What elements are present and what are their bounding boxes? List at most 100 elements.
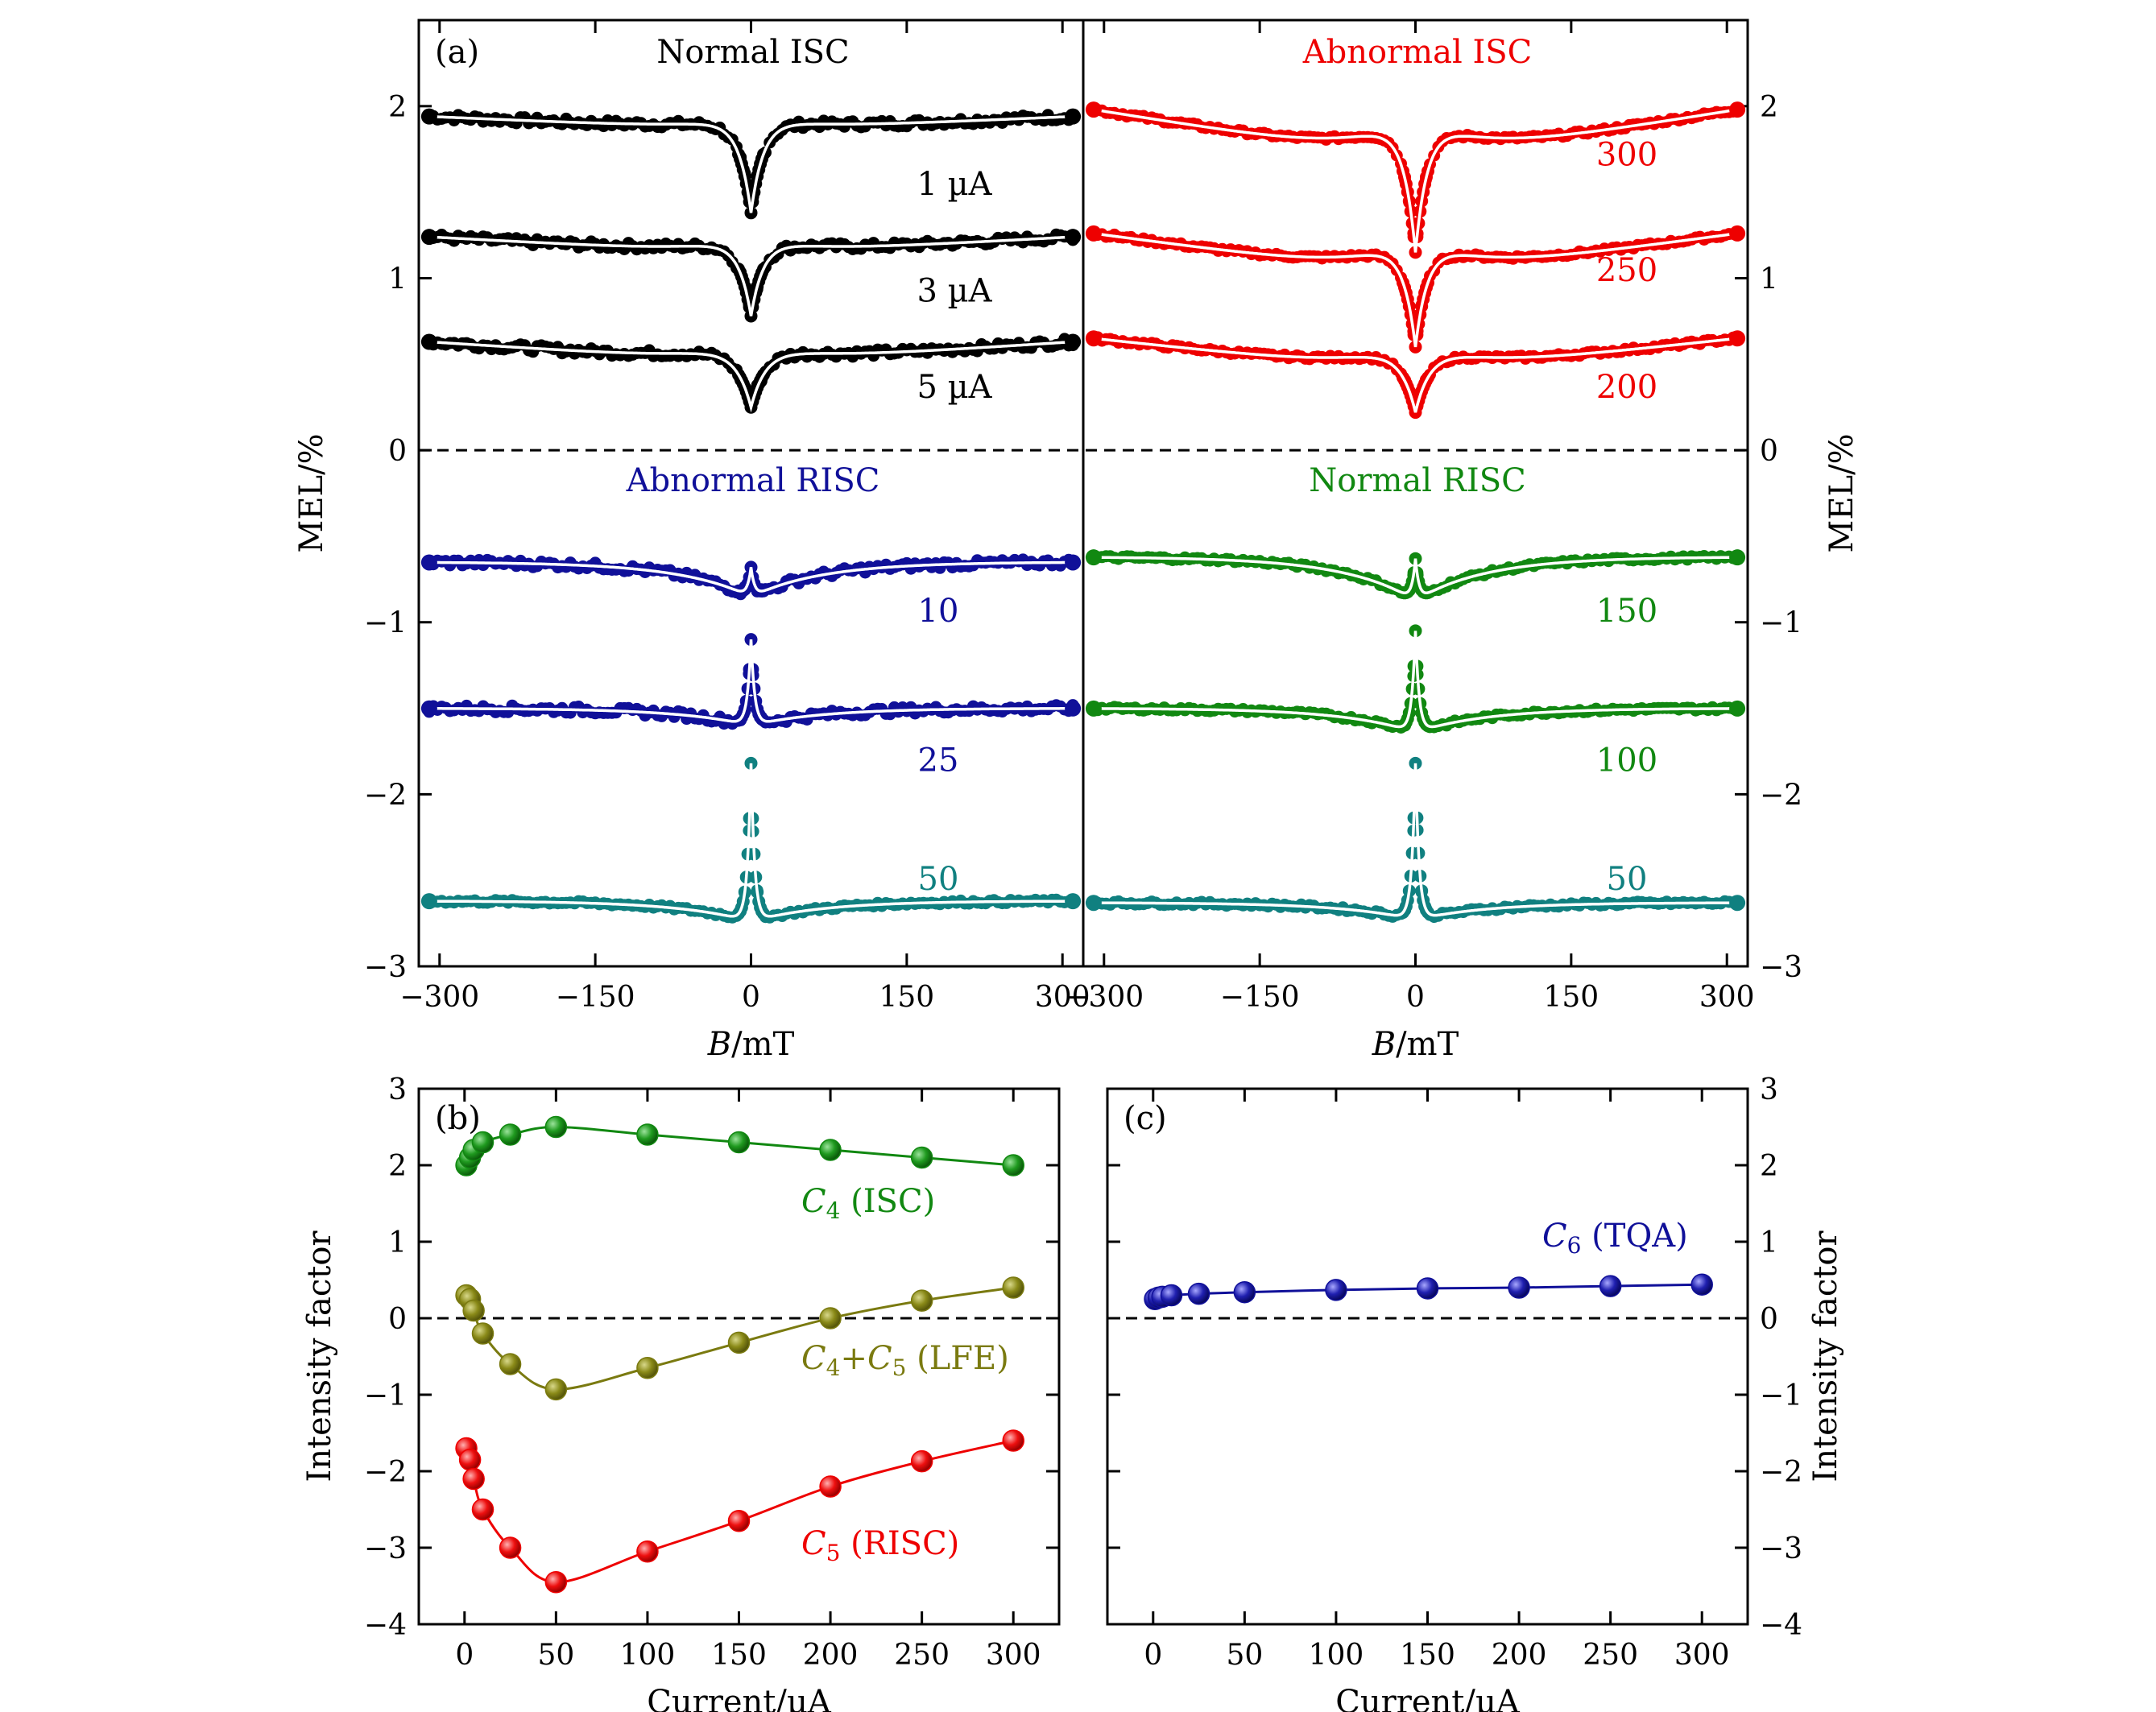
panel-c-data-point: [1233, 1280, 1256, 1304]
panel-c-ytick-label: −2: [1760, 1456, 1802, 1489]
panel-b-xlabel: Current/µA: [647, 1684, 832, 1712]
curve-label: 3 µA: [917, 272, 992, 309]
panel-b-xtick-label: 150: [711, 1639, 767, 1672]
panel-b-data-point: [727, 1331, 751, 1354]
curve-label: 10: [918, 593, 959, 630]
panel-b-ytick-label: 2: [388, 1150, 407, 1183]
curve-endpoint: [420, 893, 437, 910]
curve-endpoint: [1729, 330, 1746, 347]
curve-endpoint: [1729, 225, 1746, 242]
panel-b-xtick-label: 100: [620, 1639, 676, 1672]
panel-a-ytick-label-left: 1: [388, 263, 407, 296]
panel-a-xtick-label: −150: [556, 981, 635, 1014]
subplot-title: Normal RISC: [1309, 462, 1525, 499]
panel-b-data-point: [471, 1498, 495, 1521]
panel-c-data-point: [1160, 1284, 1183, 1307]
curve-endpoint: [1085, 549, 1102, 566]
panel-c-data-point: [1325, 1279, 1347, 1301]
curve-endpoint: [1065, 700, 1082, 717]
curve-label: 150: [1596, 593, 1657, 630]
fit-line: [428, 235, 1074, 316]
panel-a-ytick-label-left: 2: [388, 91, 407, 124]
curve-endpoint: [420, 700, 437, 717]
panel-b-series-label: C4 (ISC): [801, 1183, 935, 1224]
panel-a-ytick-label-right: 2: [1760, 91, 1778, 124]
panel-c-xtick-label: 100: [1309, 1639, 1364, 1672]
subplot-title: Abnormal ISC: [1302, 34, 1533, 71]
curve-endpoint: [1729, 700, 1746, 717]
panel-c-ytick-label: −4: [1760, 1609, 1802, 1642]
panel-c-xlabel: Current/µA: [1335, 1684, 1521, 1712]
subplot-title: Abnormal RISC: [626, 462, 880, 499]
panel-b-series-label: C5 (RISC): [801, 1525, 959, 1566]
panel-b-data-point: [910, 1146, 933, 1169]
panel-b-data-point: [458, 1449, 482, 1471]
curve-label: 100: [1596, 742, 1657, 779]
panel-c-xtick-label: 50: [1226, 1639, 1263, 1672]
panel-c-xtick-label: 300: [1674, 1639, 1730, 1672]
panel-a-ytick-label-left: −2: [364, 779, 407, 812]
panel-c-ylabel: Intensity factor: [1807, 1230, 1844, 1482]
panel-b-data-point: [544, 1571, 568, 1594]
panel-a-xtick-label: 300: [1699, 981, 1755, 1014]
panel-b-xtick-label: 50: [537, 1639, 574, 1672]
panel-b-data-point: [819, 1139, 842, 1161]
fit-line: [1093, 763, 1738, 917]
panel-b-xtick-label: 300: [986, 1639, 1041, 1672]
panel-b-data-point: [819, 1307, 842, 1329]
panel-b-ytick-label: −1: [364, 1379, 407, 1412]
panel-b-data-point: [636, 1123, 659, 1146]
curve-endpoint: [1065, 333, 1082, 350]
fit-line: [1093, 108, 1738, 253]
panel-c-ytick-label: −1: [1760, 1379, 1802, 1412]
panel-b-xtick-label: 0: [455, 1639, 474, 1672]
panel-a-ytick-label-left: −1: [364, 607, 407, 640]
panel-a-ylabel-right: MEL/%: [1823, 433, 1860, 552]
panel-a-xtick-label: 300: [1035, 981, 1090, 1014]
subplot-title: Normal ISC: [656, 34, 849, 71]
panel-c-data-point: [1508, 1276, 1530, 1299]
curve-endpoint: [1085, 895, 1102, 912]
panel-b-data-point: [910, 1449, 933, 1473]
panel-c-tag: (c): [1124, 1100, 1167, 1137]
panel-a: −3 −3 −2 −2 −1 −1 0 0 1 1 2 2 MEL/% MEL/% −300 −150 0 150…: [293, 19, 1860, 1063]
panel-b-data-point: [544, 1115, 568, 1139]
panel-c-xtick-label: 200: [1492, 1639, 1547, 1672]
curve-endpoint: [1085, 330, 1102, 347]
panel-c-ytick-label: 2: [1760, 1150, 1778, 1183]
panel-a-ytick-label-left: 0: [388, 435, 407, 468]
panel-b-data-point: [499, 1353, 522, 1375]
fit-line: [428, 560, 1074, 593]
curve-label: 25: [918, 742, 959, 779]
panel-b-data-point: [499, 1123, 522, 1146]
curve-endpoint: [420, 554, 437, 571]
panel-c-ytick-label: 0: [1760, 1303, 1778, 1336]
panel-c-ytick-label: 3: [1760, 1073, 1778, 1106]
curve-label: 50: [918, 861, 959, 898]
fit-line: [1093, 631, 1738, 729]
curve-endpoint: [1085, 225, 1102, 242]
panel-a-ytick-label-right: 1: [1760, 263, 1778, 296]
panel-b-data-point: [727, 1131, 751, 1154]
panel-b-tag: (b): [435, 1100, 481, 1137]
panel-b-xtick-label: 200: [803, 1639, 859, 1672]
fit-line: [1093, 556, 1738, 594]
panel-b: −4 −3 −2 −1 0 1 2 3 0 50 100 150 200 250 300 Current/µA…: [301, 1073, 1061, 1712]
curve-endpoint: [1065, 229, 1082, 246]
panel-c-data-point: [1599, 1275, 1622, 1297]
panel-b-data-point: [1002, 1276, 1024, 1299]
panel-c-xtick-label: 0: [1144, 1639, 1162, 1672]
panel-b-data-point: [636, 1357, 659, 1379]
panel-c-series-label: C6 (TQA): [1542, 1218, 1688, 1259]
fit-line: [428, 114, 1074, 213]
curve-endpoint: [1065, 554, 1082, 571]
panel-c-xtick-label: 150: [1400, 1639, 1455, 1672]
panel-a-xtick-label: 150: [1544, 981, 1599, 1014]
panel-b-data-point: [910, 1289, 933, 1312]
panel-b-ytick-label: 3: [388, 1073, 407, 1106]
curve-label: 5 µA: [917, 369, 992, 406]
panel-b-data-point: [544, 1378, 568, 1401]
panel-a-xtick-label: 0: [1406, 981, 1425, 1014]
panel-a-xlabel: B/mT: [707, 1026, 795, 1063]
